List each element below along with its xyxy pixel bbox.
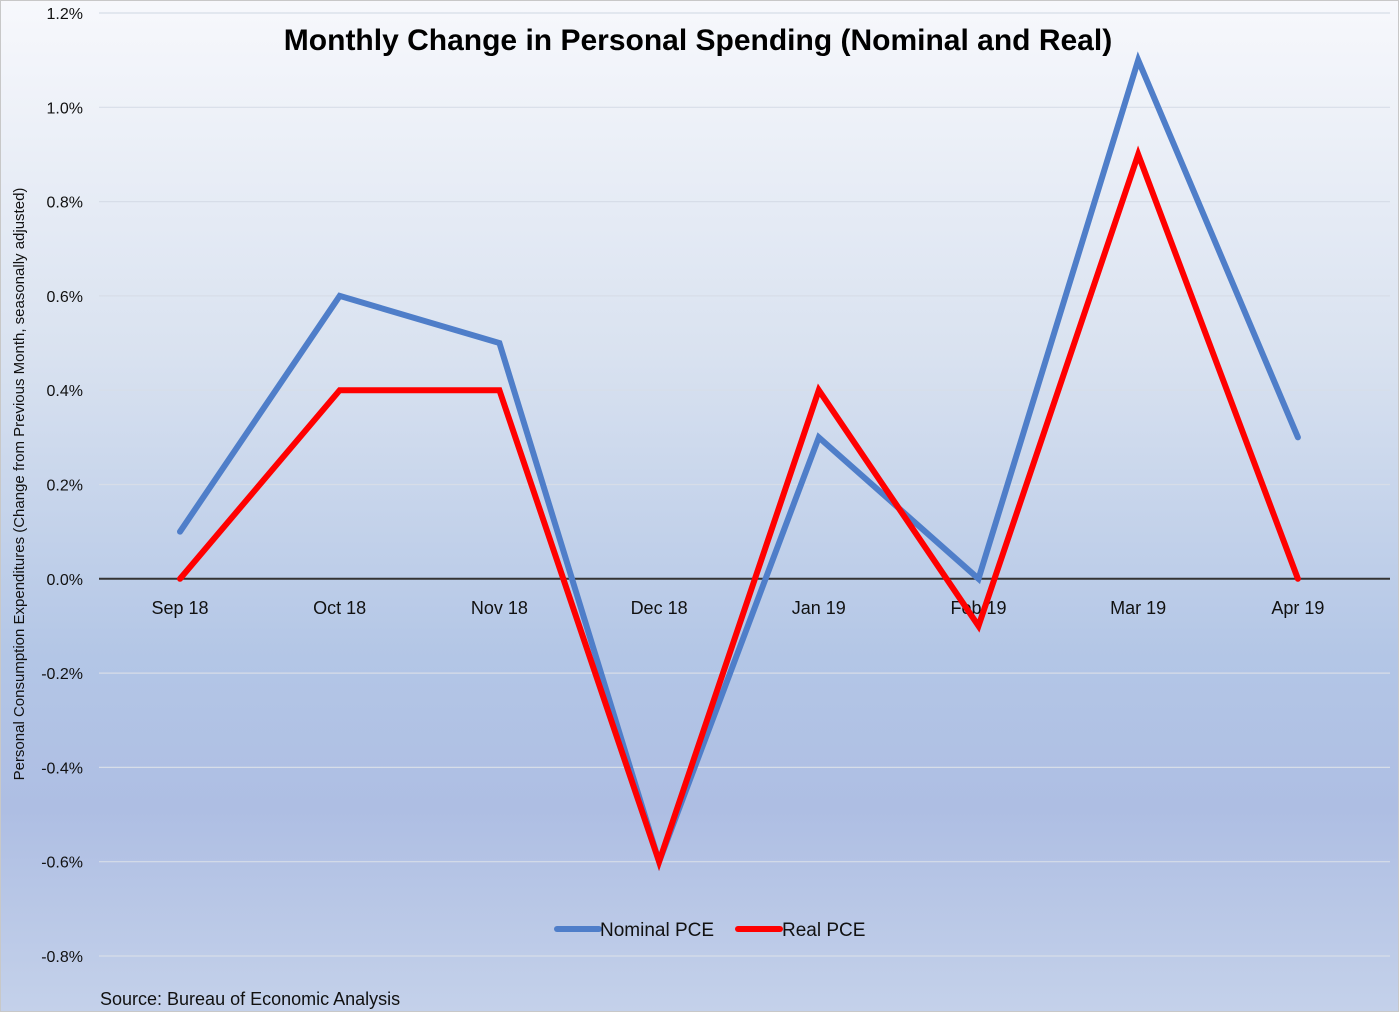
y-tick-label: 0.4% xyxy=(47,383,83,400)
chart-title: Monthly Change in Personal Spending (Nom… xyxy=(284,24,1112,57)
y-axis-label: Personal Consumption Expenditures (Chang… xyxy=(11,188,28,781)
y-tick-label: -0.6% xyxy=(41,855,83,872)
series-lines xyxy=(177,51,1301,872)
y-axis-ticks: 1.2% 1.0% 0.8% 0.6% 0.4% 0.2% 0.0% -0.2% -0.4% -0… xyxy=(41,6,83,966)
y-tick-label: 1.0% xyxy=(47,100,83,117)
series-line-nominal-pce xyxy=(177,51,1301,871)
legend-label: Real PCE xyxy=(782,920,865,941)
x-tick-label: Jan 19 xyxy=(792,598,846,618)
x-tick-label: Dec 18 xyxy=(631,598,688,618)
y-tick-label: 0.2% xyxy=(47,478,83,495)
y-tick-label: 0.0% xyxy=(47,572,83,589)
gridlines xyxy=(99,12,1390,957)
x-axis-ticks: Sep 18 Oct 18 Nov 18 Dec 18 Jan 19 Feb 19 Mar … xyxy=(151,598,1324,618)
x-tick-label: Oct 18 xyxy=(313,598,366,618)
legend: Nominal PCE Real PCE xyxy=(554,920,865,941)
x-tick-label: Nov 18 xyxy=(471,598,528,618)
y-tick-label: -0.8% xyxy=(41,949,83,966)
y-tick-label: -0.2% xyxy=(41,666,83,683)
x-tick-label: Mar 19 xyxy=(1110,598,1166,618)
y-tick-label: -0.4% xyxy=(41,760,83,777)
y-tick-label: 1.2% xyxy=(47,6,83,23)
series-line-real-pce xyxy=(177,145,1301,872)
x-tick-label: Sep 18 xyxy=(151,598,208,618)
legend-label: Nominal PCE xyxy=(600,920,714,941)
source-note: Source: Bureau of Economic Analysis xyxy=(100,989,400,1009)
y-tick-label: 0.8% xyxy=(47,195,83,212)
x-tick-label: Apr 19 xyxy=(1271,598,1324,618)
y-tick-label: 0.6% xyxy=(47,289,83,306)
